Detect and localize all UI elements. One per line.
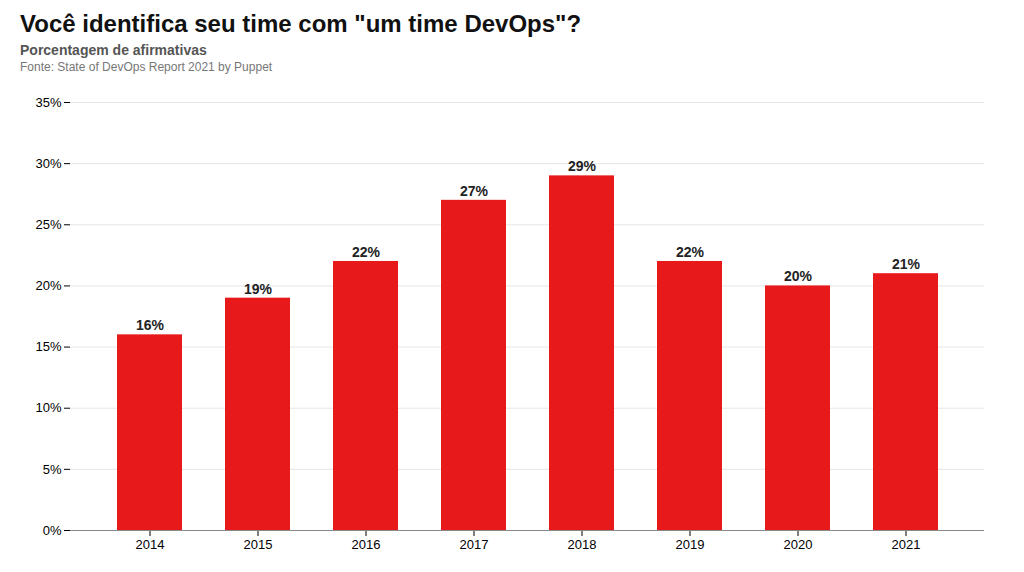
svg-text:2017: 2017 (460, 537, 489, 552)
svg-text:2019: 2019 (676, 537, 705, 552)
html-text:Você identifica seu time com ": Você identifica seu time com "um time De… (20, 10, 582, 37)
svg-text:19%: 19% (244, 281, 273, 297)
svg-text:5%: 5% (43, 462, 62, 477)
html-text:Fonte: State of DevOps Report: Fonte: State of DevOps Report 2021 by Pu… (20, 60, 273, 74)
svg-text:2021: 2021 (892, 537, 921, 552)
svg-text:35%: 35% (35, 95, 61, 110)
svg-text:15%: 15% (35, 339, 61, 354)
svg-text:22%: 22% (676, 244, 705, 260)
svg-text:30%: 30% (35, 156, 61, 171)
svg-text:10%: 10% (35, 400, 61, 415)
svg-text:20%: 20% (35, 278, 61, 293)
svg-text:0%: 0% (43, 523, 62, 538)
svg-text:21%: 21% (892, 256, 921, 272)
svg-text:16%: 16% (136, 317, 165, 333)
html-text:Porcentagem de afirmativas: Porcentagem de afirmativas (20, 42, 207, 58)
svg-text:27%: 27% (460, 183, 489, 199)
svg-text:20%: 20% (784, 268, 813, 284)
svg-text:2014: 2014 (136, 537, 165, 552)
svg-text:2016: 2016 (352, 537, 381, 552)
svg-text:22%: 22% (352, 244, 381, 260)
svg-text:2015: 2015 (244, 537, 273, 552)
svg-text:2018: 2018 (568, 537, 597, 552)
svg-text:29%: 29% (568, 158, 597, 174)
svg-text:2020: 2020 (784, 537, 813, 552)
svg-text:25%: 25% (35, 217, 61, 232)
